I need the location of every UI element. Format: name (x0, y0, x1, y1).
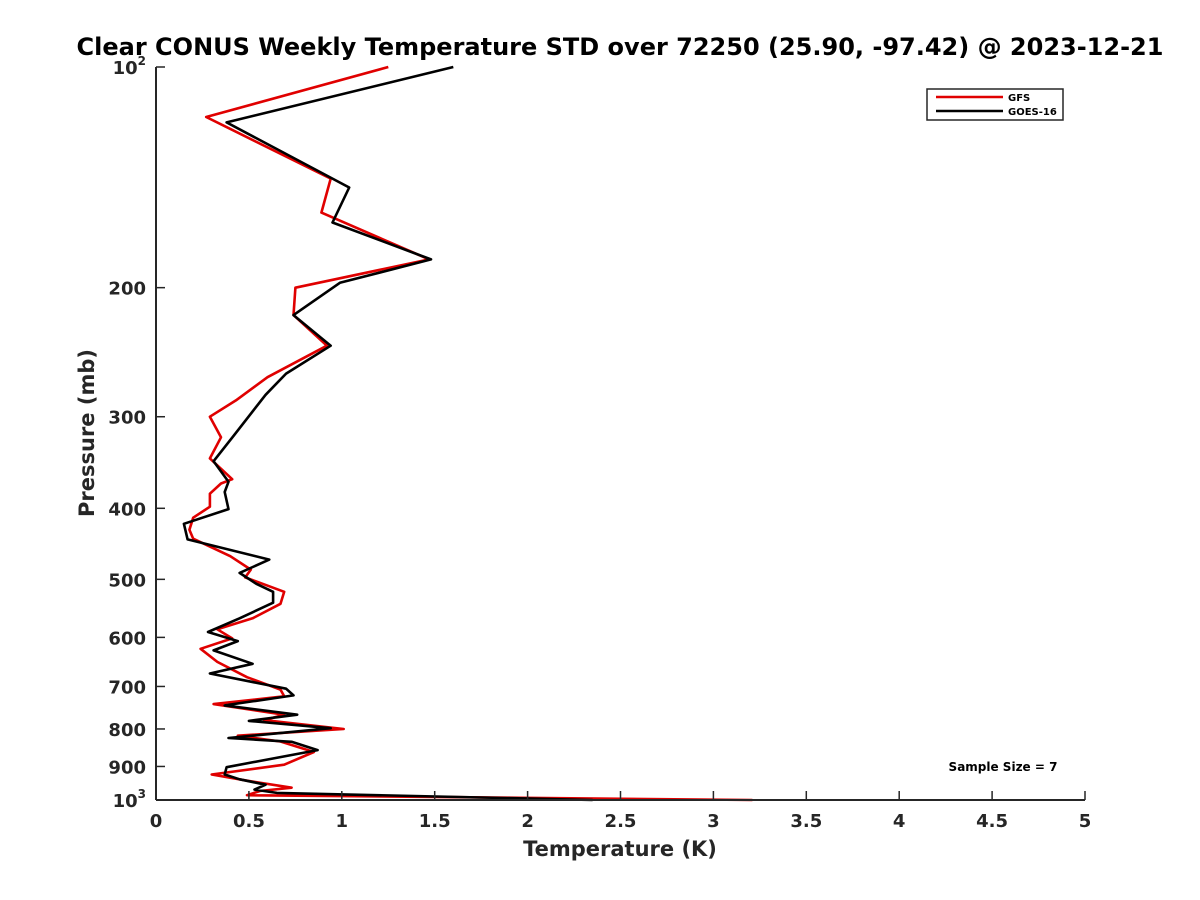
y-tick-label: 600 (108, 628, 146, 649)
y-tick-label: 102 (113, 54, 146, 79)
y-tick-label: 103 (113, 787, 146, 812)
x-tick-label: 5 (1079, 811, 1092, 832)
axes-box (155, 67, 1085, 801)
legend-label-gfs: GFS (1008, 93, 1030, 104)
series-line-gfs (188, 65, 753, 802)
x-tick-label: 2.5 (605, 811, 637, 832)
legend: GFS GOES-16 (926, 88, 1064, 121)
series-group (182, 65, 753, 802)
x-tick-label: 4 (893, 811, 906, 832)
x-tick-label: 4.5 (976, 811, 1008, 832)
x-ticks: 0 0.5 1 1.5 2 2.5 3 3.5 4 4.5 5 (150, 791, 1092, 832)
x-tick-label: 0.5 (233, 811, 265, 832)
legend-label-goes16: GOES-16 (1008, 107, 1057, 118)
y-axis-label: Pressure (mb) (75, 349, 99, 517)
y-tick-label: 900 (108, 757, 146, 778)
y-tick-label: 700 (108, 677, 146, 698)
x-tick-label: 3.5 (790, 811, 822, 832)
y-ticks: 102 200 300 400 500 600 700 800 900 103 (108, 54, 165, 812)
x-tick-label: 0 (150, 811, 163, 832)
y-tick-label: 300 (108, 408, 146, 429)
x-tick-label: 1 (336, 811, 349, 832)
sample-size-annotation: Sample Size = 7 (949, 760, 1058, 774)
y-tick-label: 200 (108, 279, 146, 300)
x-tick-label: 1.5 (419, 811, 451, 832)
y-tick-label: 500 (108, 570, 146, 591)
y-tick-label: 400 (108, 499, 146, 520)
legend-box (926, 88, 1064, 121)
y-tick-label: 800 (108, 720, 146, 741)
series-line-goes16 (182, 65, 593, 802)
x-tick-label: 2 (521, 811, 534, 832)
x-axis-label: Temperature (K) (523, 837, 717, 861)
x-tick-label: 3 (707, 811, 720, 832)
chart-title: Clear CONUS Weekly Temperature STD over … (77, 33, 1164, 61)
